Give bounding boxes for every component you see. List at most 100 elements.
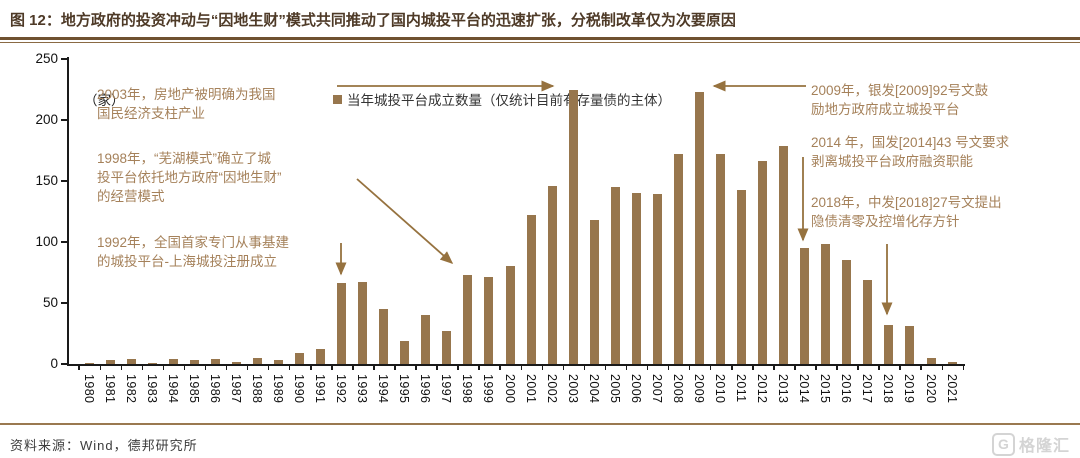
x-tick-label-2020: 2020 xyxy=(923,374,938,404)
x-tick-label-2005: 2005 xyxy=(607,374,622,404)
x-tick xyxy=(204,365,207,370)
bar-2009 xyxy=(694,91,704,364)
x-tick-label-1990: 1990 xyxy=(292,374,306,404)
x-tick-label-2004: 2004 xyxy=(586,374,601,404)
x-tick xyxy=(857,365,859,370)
x-tick-label-1984: 1984 xyxy=(165,374,180,404)
y-tick-label-250: 250 xyxy=(35,51,58,66)
x-tick-label-1991: 1991 xyxy=(313,374,328,404)
bar-1990 xyxy=(295,353,304,364)
footer-divider xyxy=(0,423,1080,425)
x-tick-label-1989: 1989 xyxy=(270,374,285,404)
x-tick-label-2015: 2015 xyxy=(818,374,833,404)
bar-1987 xyxy=(231,361,241,364)
bar-2018 xyxy=(884,324,894,364)
x-tick xyxy=(141,365,144,370)
bar-1983 xyxy=(147,362,157,364)
x-tick-label-1981: 1981 xyxy=(102,374,117,404)
x-tick-label-1987: 1987 xyxy=(228,374,243,404)
y-tick xyxy=(61,119,67,121)
x-tick xyxy=(646,365,649,370)
x-tick-label-1997: 1997 xyxy=(439,374,454,404)
x-tick-label-1986: 1986 xyxy=(207,374,222,404)
bar-1982 xyxy=(126,359,136,364)
x-tick xyxy=(562,365,565,370)
x-tick xyxy=(878,365,880,370)
annotation-2003: 2003年，房地产被明确为我国 国民经济支柱产业 xyxy=(97,87,276,121)
x-tick xyxy=(794,365,796,370)
annotation-2018: 2018年，中发[2018]27号文提出 隐债清零及控增化存方针 xyxy=(811,195,1002,229)
x-tick xyxy=(162,365,165,370)
x-tick xyxy=(394,365,396,370)
x-tick xyxy=(436,365,438,370)
x-tick xyxy=(225,365,228,370)
figure-label: 图 12： xyxy=(10,12,61,29)
bar-1985 xyxy=(189,360,199,364)
bar-2020 xyxy=(926,357,936,364)
x-tick xyxy=(709,365,712,370)
bar-1999 xyxy=(484,277,494,364)
bar-2011 xyxy=(737,189,747,364)
legend: 当年城投平台成立数量（仅统计目前有存量债的主体） xyxy=(333,89,671,109)
watermark-logo-icon: G xyxy=(991,432,1015,456)
annotation-1998: 1998年，“芜湖模式”确立了城 投平台依托地方政府“因地生财” 的经营模式 xyxy=(97,151,282,204)
x-tick xyxy=(331,365,333,370)
x-tick xyxy=(373,365,375,370)
x-tick xyxy=(941,365,944,370)
y-tick-label-0: 0 xyxy=(50,356,58,371)
x-tick-label-2008: 2008 xyxy=(670,374,685,404)
annotation-2009: 2009年，银发[2009]92号文鼓 励地方政府成立城投平台 xyxy=(811,83,989,117)
x-tick-label-1992: 1992 xyxy=(334,374,349,404)
watermark: G 格隆汇 xyxy=(991,432,1070,456)
y-tick-label-100: 100 xyxy=(35,234,58,249)
bar-2012 xyxy=(758,161,768,364)
x-tick xyxy=(920,365,922,370)
x-tick xyxy=(688,365,691,370)
x-tick-label-1980: 1980 xyxy=(81,374,96,404)
bar-1995 xyxy=(400,340,410,364)
bar-1998 xyxy=(463,274,473,364)
x-tick xyxy=(773,365,775,370)
x-tick xyxy=(99,365,102,370)
x-tick-label-2000: 2000 xyxy=(502,374,517,404)
bar-2015 xyxy=(821,244,831,364)
bar-2019 xyxy=(905,326,915,364)
y-tick xyxy=(61,58,67,60)
bar-2002 xyxy=(547,185,557,364)
x-tick xyxy=(541,365,544,370)
bar-2001 xyxy=(526,215,536,364)
x-tick-label-2006: 2006 xyxy=(628,374,643,404)
bar-1991 xyxy=(316,349,326,364)
x-tick-label-1983: 1983 xyxy=(144,374,159,404)
bar-1994 xyxy=(379,309,389,364)
bar-chart: （家） 当年城投平台成立数量（仅统计目前有存量债的主体） 2003年，房地产被明… xyxy=(0,43,1080,423)
bar-1980 xyxy=(84,362,94,364)
x-tick xyxy=(267,365,270,370)
x-tick-label-2010: 2010 xyxy=(713,374,727,404)
annotation-2014: 2014 年，国发[2014]43 号文要求 剥离城投平台政府融资职能 xyxy=(811,135,1010,169)
bar-2007 xyxy=(652,194,662,364)
figure-header: 图 12：地方政府的投资冲动与“因地生财”模式共同推动了国内城投平台的迅速扩张，… xyxy=(0,0,1080,35)
bar-2000 xyxy=(505,266,515,364)
x-tick xyxy=(836,365,838,370)
annotation-1992: 1992年，全国首家专门从事基建 的城投平台-上海城投注册成立 xyxy=(97,235,290,269)
bar-1997 xyxy=(442,331,452,364)
x-tick-label-2001: 2001 xyxy=(523,374,538,404)
x-tick-label-2019: 2019 xyxy=(902,374,917,404)
bar-1992 xyxy=(337,283,347,364)
x-tick xyxy=(310,365,312,370)
bar-2006 xyxy=(631,193,641,364)
bar-2010 xyxy=(716,154,725,364)
x-tick xyxy=(625,365,628,370)
x-tick xyxy=(499,365,501,370)
bar-2008 xyxy=(673,154,683,364)
y-tick xyxy=(61,241,67,243)
x-tick-label-2003: 2003 xyxy=(565,374,580,404)
x-tick xyxy=(246,365,249,370)
x-tick xyxy=(899,365,901,370)
x-tick-label-1994: 1994 xyxy=(376,374,391,404)
x-tick-label-2016: 2016 xyxy=(839,374,854,404)
bar-2004 xyxy=(589,220,599,364)
arrow-1998 xyxy=(356,178,454,264)
x-tick-label-2002: 2002 xyxy=(544,374,559,404)
